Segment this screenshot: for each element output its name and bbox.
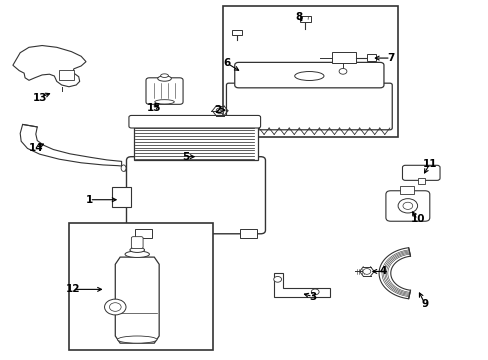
Bar: [222, 6, 397, 137]
FancyBboxPatch shape: [146, 78, 183, 104]
Bar: [366, 54, 375, 60]
Circle shape: [402, 202, 412, 210]
Ellipse shape: [294, 72, 324, 81]
Text: 7: 7: [386, 53, 394, 63]
Circle shape: [216, 108, 224, 114]
Text: 11: 11: [422, 159, 436, 169]
Text: 3: 3: [308, 292, 316, 302]
Text: 2: 2: [214, 105, 221, 115]
Bar: [417, 178, 424, 184]
Bar: [399, 186, 413, 194]
Polygon shape: [273, 273, 329, 297]
Bar: [135, 229, 152, 238]
Text: 13: 13: [32, 93, 47, 103]
FancyBboxPatch shape: [129, 116, 260, 128]
Bar: [299, 17, 311, 22]
Text: 15: 15: [147, 103, 161, 113]
Ellipse shape: [125, 251, 149, 257]
Text: 10: 10: [409, 215, 424, 224]
FancyBboxPatch shape: [126, 157, 265, 234]
Circle shape: [273, 276, 281, 282]
Ellipse shape: [155, 100, 174, 104]
Polygon shape: [115, 257, 159, 343]
Text: 8: 8: [295, 12, 302, 22]
Ellipse shape: [121, 165, 126, 171]
Bar: [69, 223, 212, 350]
FancyBboxPatch shape: [385, 191, 429, 221]
Ellipse shape: [130, 247, 144, 252]
FancyBboxPatch shape: [226, 83, 391, 130]
Bar: [239, 229, 257, 238]
Text: 5: 5: [182, 152, 189, 162]
Bar: [134, 126, 258, 160]
Circle shape: [104, 299, 126, 315]
Polygon shape: [13, 45, 86, 87]
Text: 12: 12: [65, 284, 80, 294]
Bar: [331, 52, 355, 63]
Circle shape: [109, 303, 121, 311]
Text: 6: 6: [224, 58, 231, 68]
Circle shape: [397, 199, 417, 213]
FancyBboxPatch shape: [131, 237, 143, 248]
Bar: [232, 30, 242, 35]
FancyBboxPatch shape: [234, 62, 383, 88]
Circle shape: [338, 68, 346, 74]
Bar: [112, 187, 131, 207]
Circle shape: [311, 289, 319, 295]
Ellipse shape: [160, 74, 168, 77]
FancyBboxPatch shape: [402, 165, 439, 180]
Bar: [59, 70, 74, 80]
Circle shape: [362, 269, 370, 274]
Text: 1: 1: [85, 195, 93, 205]
Polygon shape: [20, 125, 125, 171]
Text: 4: 4: [379, 266, 386, 276]
Text: 9: 9: [421, 299, 427, 309]
Ellipse shape: [117, 336, 157, 343]
Polygon shape: [378, 248, 410, 299]
Text: 14: 14: [28, 143, 43, 153]
Ellipse shape: [158, 76, 171, 81]
